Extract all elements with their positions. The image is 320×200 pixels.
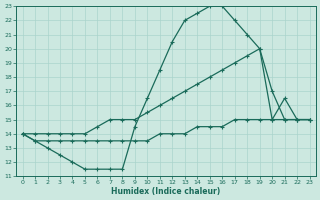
X-axis label: Humidex (Indice chaleur): Humidex (Indice chaleur) xyxy=(111,187,221,196)
